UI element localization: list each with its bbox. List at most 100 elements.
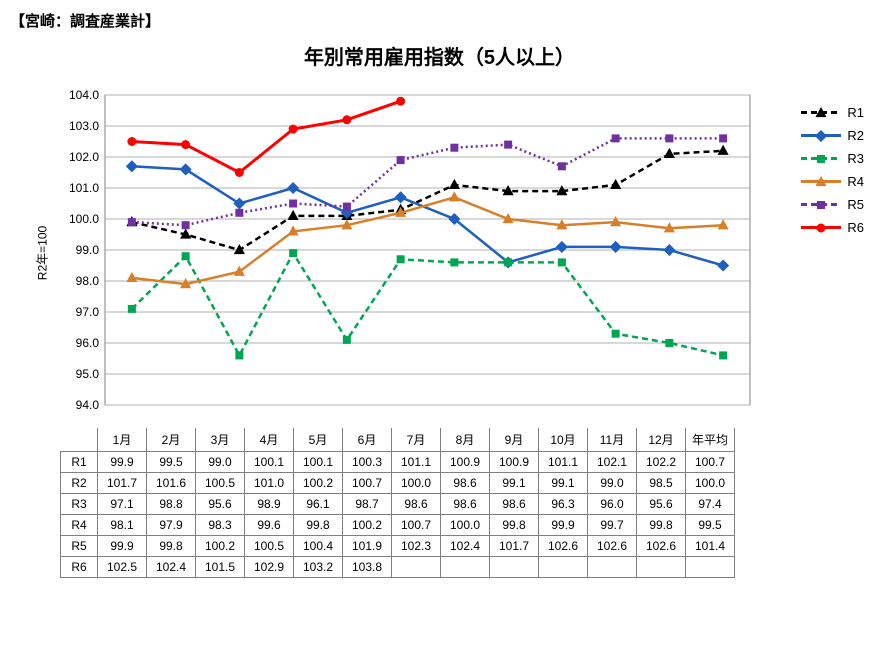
table-cell: 101.7 [98, 473, 147, 494]
table-col-header: 年平均 [686, 428, 735, 452]
table-col-header: 9月 [490, 428, 539, 452]
legend-item-R4: R4 [801, 174, 864, 189]
table-cell: 99.9 [98, 452, 147, 473]
legend-label: R5 [847, 197, 864, 212]
legend-item-R6: R6 [801, 220, 864, 235]
table-cell: 101.5 [196, 557, 245, 578]
table-cell: 99.8 [490, 515, 539, 536]
line-chart: 94.0 95.0 96.0 97.0 98.0 99.0 100.0 101.0 102.0 1… [60, 85, 760, 415]
table-cell: 100.5 [196, 473, 245, 494]
table-row-label: R1 [61, 452, 98, 473]
table-cell: 103.8 [343, 557, 392, 578]
table-cell: 95.6 [196, 494, 245, 515]
svg-text:100.0: 100.0 [69, 212, 99, 226]
table-cell: 102.6 [539, 536, 588, 557]
legend-label: R1 [847, 105, 864, 120]
table-cell: 102.4 [147, 557, 196, 578]
table-row-label: R5 [61, 536, 98, 557]
chart-title: 年別常用雇用指数（5人以上） [10, 41, 869, 70]
table-cell: 99.9 [539, 515, 588, 536]
table-cell: 100.3 [343, 452, 392, 473]
table-cell: 100.2 [343, 515, 392, 536]
table-col-header: 1月 [98, 428, 147, 452]
table-cell: 99.8 [147, 536, 196, 557]
table-cell: 101.0 [245, 473, 294, 494]
table-cell: 100.7 [686, 452, 735, 473]
table-row-label: R4 [61, 515, 98, 536]
table-cell: 99.9 [98, 536, 147, 557]
table-cell [392, 557, 441, 578]
legend-label: R4 [847, 174, 864, 189]
table-cell: 101.9 [343, 536, 392, 557]
y-axis-label: R2年=100 [34, 225, 51, 279]
table-cell: 99.6 [245, 515, 294, 536]
table-cell: 98.9 [245, 494, 294, 515]
table-cell: 99.8 [637, 515, 686, 536]
legend-item-R2: R2 [801, 128, 864, 143]
table-cell: 102.4 [441, 536, 490, 557]
table-cell: 97.4 [686, 494, 735, 515]
table-cell: 100.1 [245, 452, 294, 473]
table-cell: 102.9 [245, 557, 294, 578]
table-row: R498.197.998.399.699.8100.2100.7100.099.… [61, 515, 735, 536]
table-cell: 102.3 [392, 536, 441, 557]
table-cell: 102.6 [637, 536, 686, 557]
table-row: R2101.7101.6100.5101.0100.2100.7100.098.… [61, 473, 735, 494]
table-cell: 99.8 [294, 515, 343, 536]
svg-text:103.0: 103.0 [69, 119, 99, 133]
table-cell [539, 557, 588, 578]
table-cell: 98.5 [637, 473, 686, 494]
table-col-header: 4月 [245, 428, 294, 452]
table-cell: 100.7 [392, 515, 441, 536]
table-col-header: 10月 [539, 428, 588, 452]
table-cell: 100.0 [686, 473, 735, 494]
table-cell: 101.7 [490, 536, 539, 557]
svg-text:99.0: 99.0 [76, 243, 100, 257]
table-row: R599.999.8100.2100.5100.4101.9102.3102.4… [61, 536, 735, 557]
table-cell: 101.1 [392, 452, 441, 473]
table-cell: 101.6 [147, 473, 196, 494]
table-cell: 100.2 [294, 473, 343, 494]
table-cell: 100.2 [196, 536, 245, 557]
legend-item-R3: R3 [801, 151, 864, 166]
table-cell: 98.7 [343, 494, 392, 515]
table-cell: 100.9 [441, 452, 490, 473]
svg-text:102.0: 102.0 [69, 150, 99, 164]
table-col-header: 3月 [196, 428, 245, 452]
table-cell: 98.6 [392, 494, 441, 515]
table-cell: 96.3 [539, 494, 588, 515]
table-cell [637, 557, 686, 578]
svg-text:97.0: 97.0 [76, 305, 100, 319]
table-cell: 102.2 [637, 452, 686, 473]
table-row-label: R6 [61, 557, 98, 578]
table-cell [686, 557, 735, 578]
header-label: 【宮崎：調査産業計】 [10, 10, 869, 31]
svg-text:96.0: 96.0 [76, 336, 100, 350]
svg-text:95.0: 95.0 [76, 367, 100, 381]
legend-label: R2 [847, 128, 864, 143]
table-cell: 99.1 [539, 473, 588, 494]
svg-text:101.0: 101.0 [69, 181, 99, 195]
table-col-header: 8月 [441, 428, 490, 452]
table-cell: 97.9 [147, 515, 196, 536]
table-row: R199.999.599.0100.1100.1100.3101.1100.91… [61, 452, 735, 473]
chart-container: R2年=100 94.095.096.097.098.099.0100.0101… [60, 85, 769, 420]
table-row-label: R2 [61, 473, 98, 494]
table-cell: 97.1 [98, 494, 147, 515]
legend-item-R1: R1 [801, 105, 864, 120]
table-cell: 96.1 [294, 494, 343, 515]
svg-text:94.0: 94.0 [76, 398, 100, 412]
table-col-header: 6月 [343, 428, 392, 452]
svg-text:98.0: 98.0 [76, 274, 100, 288]
table-cell: 95.6 [637, 494, 686, 515]
table-cell: 101.1 [539, 452, 588, 473]
table-col-header: 2月 [147, 428, 196, 452]
table-row-label: R3 [61, 494, 98, 515]
table-cell: 99.1 [490, 473, 539, 494]
table-cell: 101.4 [686, 536, 735, 557]
table-cell: 102.5 [98, 557, 147, 578]
table-cell [490, 557, 539, 578]
legend-label: R6 [847, 220, 864, 235]
table-col-header: 12月 [637, 428, 686, 452]
table-cell: 100.4 [294, 536, 343, 557]
